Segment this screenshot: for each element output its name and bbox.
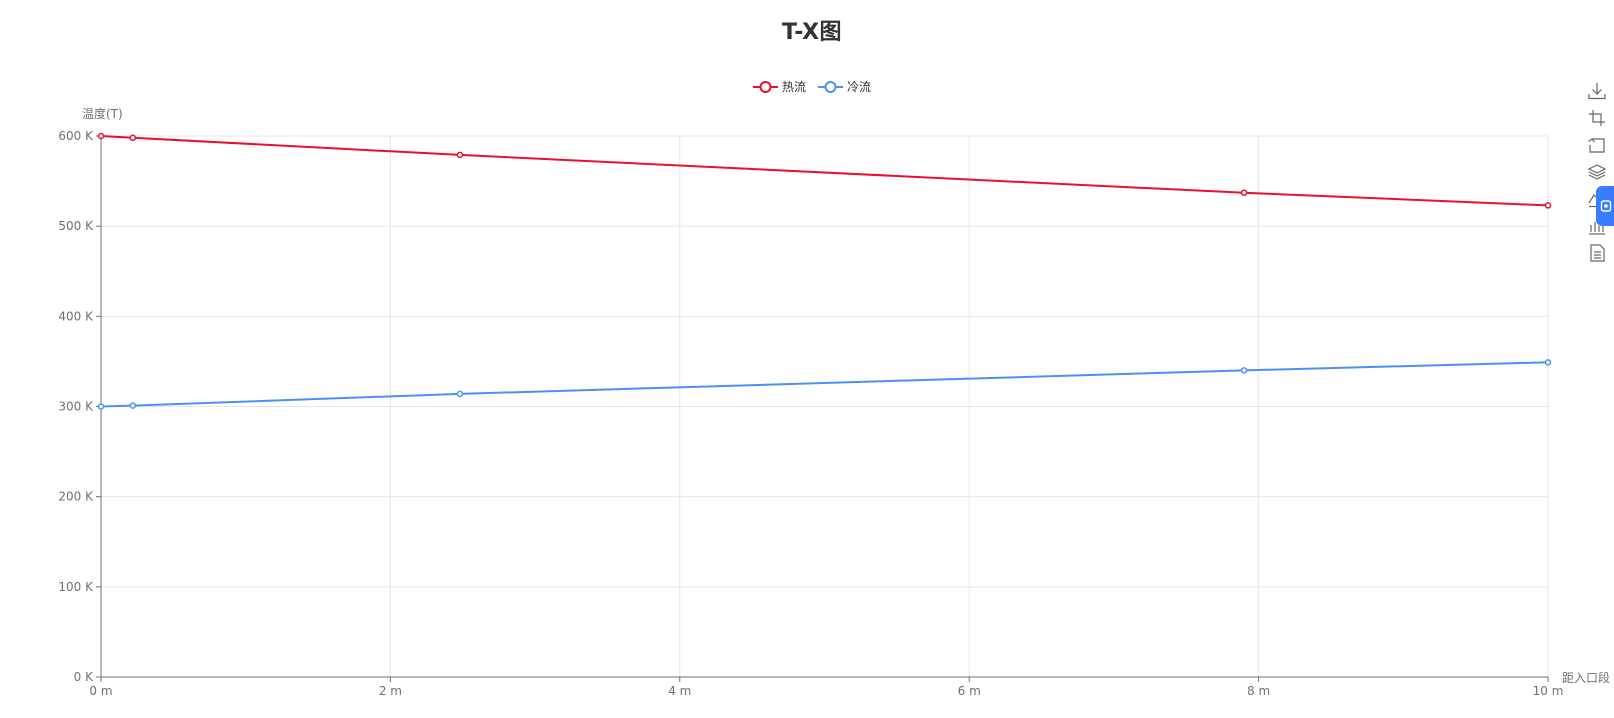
data-point (129, 134, 137, 142)
legend: 热流 冷流 (0, 78, 1614, 95)
legend-marker-icon (818, 80, 843, 93)
x-tick-label: 2 m (379, 684, 402, 698)
x-tick-label: 0 m (89, 684, 112, 698)
data-point (456, 390, 464, 398)
download-icon[interactable] (1586, 80, 1608, 102)
x-axis-label: 距入口段 (1562, 670, 1610, 685)
legend-label: 冷流 (847, 80, 872, 94)
data-point (97, 132, 105, 140)
y-tick-label: 600 K (58, 129, 94, 143)
x-tick-label: 10 m (1533, 684, 1564, 698)
crop-icon[interactable] (1586, 107, 1608, 129)
toolbox (1586, 80, 1608, 269)
y-tick-label: 200 K (58, 490, 94, 504)
x-tick-label: 4 m (668, 684, 691, 698)
layers-icon[interactable] (1586, 161, 1608, 183)
data-point (1544, 359, 1552, 366)
data-point (1240, 189, 1248, 197)
bar-chart-icon[interactable] (1586, 215, 1608, 237)
y-tick-label: 300 K (58, 400, 94, 414)
x-tick-label: 6 m (958, 684, 981, 698)
settings-icon (1600, 200, 1612, 212)
settings-tab[interactable] (1596, 186, 1614, 226)
y-tick-label: 100 K (58, 580, 94, 594)
data-point (456, 151, 464, 159)
y-tick-label: 0 K (74, 670, 94, 684)
series-line-2 (100, 361, 1549, 408)
data-point (97, 403, 105, 410)
series-line-1 (100, 135, 1549, 207)
legend-marker-icon (752, 80, 778, 93)
data-point (1240, 367, 1248, 374)
data-point (1544, 202, 1552, 209)
chart-title: T-X图 (781, 20, 843, 45)
undo-icon[interactable] (1586, 134, 1608, 156)
data-point (129, 402, 137, 409)
y-axis-label: 温度(T) (82, 106, 123, 121)
legend-label: 热流 (781, 80, 806, 94)
y-tick-label: 400 K (58, 309, 94, 323)
y-tick-label: 500 K (58, 219, 94, 233)
legend-item-2[interactable]: 冷流 (818, 78, 871, 95)
x-tick-label: 8 m (1247, 684, 1270, 698)
data-view-icon[interactable] (1586, 242, 1608, 264)
legend-item-1[interactable]: 热流 (752, 78, 806, 95)
